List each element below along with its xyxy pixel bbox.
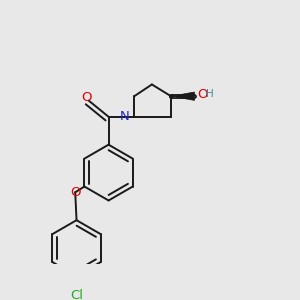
Text: Cl: Cl [70,289,83,300]
Text: H: H [206,89,214,99]
Text: O: O [70,186,80,199]
Text: N: N [120,110,130,123]
Text: O: O [198,88,208,101]
Polygon shape [171,92,194,100]
Text: O: O [81,92,92,104]
